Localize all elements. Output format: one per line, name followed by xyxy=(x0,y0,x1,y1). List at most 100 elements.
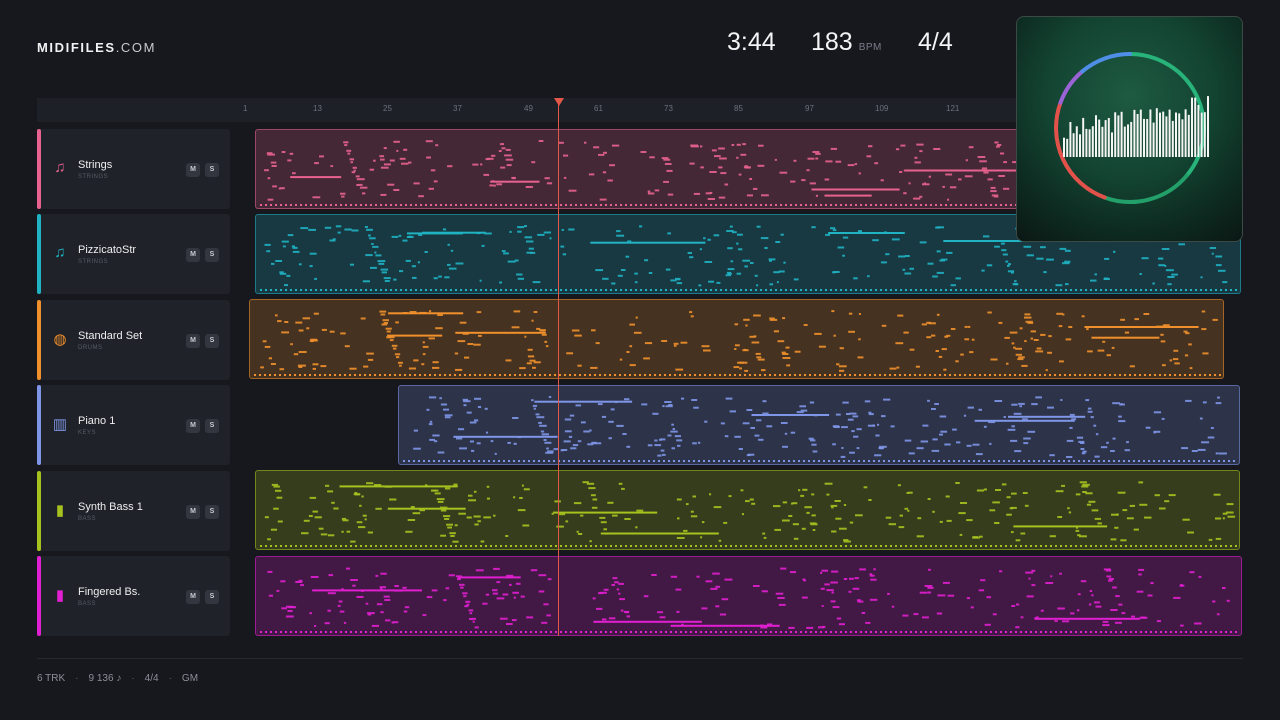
visualizer-bar xyxy=(1165,116,1168,157)
bass-icon: ▮ xyxy=(55,587,65,604)
drum-icon: ◍ xyxy=(53,330,67,348)
visualizer-bar xyxy=(1197,104,1200,157)
visualizer-bar xyxy=(1136,114,1139,157)
visualizer-bar xyxy=(1082,117,1085,157)
audio-visualizer xyxy=(1016,16,1243,242)
footer-note-count: 9 136 ♪ xyxy=(88,673,122,684)
violin-icon: ♫ xyxy=(54,159,66,176)
visualizer-bar xyxy=(1098,119,1101,157)
visualizer-bar xyxy=(1139,109,1142,157)
piano-keys-icon: ▥ xyxy=(52,416,68,434)
note-pattern xyxy=(260,140,1240,206)
mute-button[interactable]: M xyxy=(186,419,200,434)
track-name: Piano 1 xyxy=(78,415,116,428)
mute-button[interactable]: M xyxy=(186,248,200,263)
bass-icon: ▮ xyxy=(55,501,65,519)
ruler-tick: 25 xyxy=(383,104,392,113)
visualizer-graphic xyxy=(1054,51,1209,204)
track-name: Fingered Bs. xyxy=(78,586,141,598)
track-color-stripe xyxy=(37,129,41,209)
track-lane-4[interactable] xyxy=(398,385,1240,465)
mute-button[interactable]: M xyxy=(186,504,200,519)
track-header[interactable]: ▥ Piano 1 KEYS M S xyxy=(37,385,230,466)
signature-readout: 4/4 xyxy=(918,28,953,60)
visualizer-bar xyxy=(1091,126,1094,157)
playhead[interactable] xyxy=(558,104,559,636)
visualizer-bar xyxy=(1203,112,1206,157)
solo-button[interactable]: S xyxy=(205,248,219,263)
visualizer-bar xyxy=(1171,120,1174,157)
visualizer-bar xyxy=(1149,109,1152,157)
track-color-stripe xyxy=(37,385,41,466)
visualizer-bar xyxy=(1120,111,1123,157)
visualizer-bar xyxy=(1143,118,1145,157)
visualizer-bar xyxy=(1123,126,1126,157)
track-header[interactable]: ▮ Synth Bass 1 BASS M S xyxy=(37,470,230,551)
ruler-tick: 73 xyxy=(664,104,673,113)
track-header[interactable]: ♫ PizzicatoStr STRINGS M S xyxy=(37,214,230,295)
visualizer-ring-arc xyxy=(1054,100,1107,200)
visualizer-bar xyxy=(1162,111,1165,157)
track-color-stripe xyxy=(37,556,41,636)
status-footer: 6 TRK · 9 136 ♪ · 4/4 · GM xyxy=(37,673,199,684)
visualizer-bar xyxy=(1184,109,1187,157)
visualizer-ring-arc xyxy=(1102,173,1189,204)
track-name: Synth Bass 1 xyxy=(78,500,143,513)
ruler-tick: 49 xyxy=(524,104,533,113)
track-name: PizzicatoStr xyxy=(78,244,137,257)
playhead-handle[interactable] xyxy=(554,98,564,106)
visualizer-bar xyxy=(1079,134,1081,157)
solo-button[interactable]: S xyxy=(205,163,219,177)
ruler-tick: 85 xyxy=(734,104,743,113)
ruler-tick: 121 xyxy=(946,104,960,113)
visualizer-bar xyxy=(1095,115,1097,157)
track-lane-5[interactable] xyxy=(255,470,1240,550)
visualizer-bar xyxy=(1191,97,1193,157)
mute-button[interactable]: M xyxy=(186,590,200,604)
visualizer-bar xyxy=(1181,119,1184,157)
ruler-tick: 61 xyxy=(594,104,603,113)
visualizer-bar xyxy=(1194,97,1197,157)
visualizer-bar xyxy=(1200,112,1203,157)
solo-button[interactable]: S xyxy=(205,419,219,434)
ruler-tick: 109 xyxy=(875,104,889,113)
visualizer-bar xyxy=(1207,96,1209,157)
visualizer-bar xyxy=(1085,128,1088,157)
signature-value: 4/4 xyxy=(918,28,953,56)
visualizer-bar xyxy=(1066,138,1069,157)
ruler-tick: 1 xyxy=(243,104,248,113)
visualizer-bar xyxy=(1187,114,1190,157)
visualizer-bar xyxy=(1111,132,1113,157)
visualizer-bar xyxy=(1127,124,1129,157)
visualizer-ring-arc xyxy=(1058,69,1085,105)
visualizer-bar xyxy=(1107,118,1110,157)
track-header[interactable]: ▮ Fingered Bs. BASS M S xyxy=(37,556,230,636)
ruler-tick: 97 xyxy=(805,104,814,113)
footer-signature: 4/4 xyxy=(144,673,159,684)
track-header[interactable]: ♫ Strings STRINGS M S xyxy=(37,129,230,209)
track-category: KEYS xyxy=(78,430,97,437)
mute-button[interactable]: M xyxy=(186,333,200,348)
solo-button[interactable]: S xyxy=(205,333,219,348)
visualizer-bar xyxy=(1104,120,1107,157)
track-name: Strings xyxy=(78,159,113,171)
time-value: 3:44 xyxy=(727,28,776,56)
track-category: STRINGS xyxy=(78,259,109,266)
visualizer-bar xyxy=(1069,122,1072,157)
track-category: DRUMS xyxy=(78,344,103,351)
visualizer-bar xyxy=(1168,109,1171,157)
ruler-tick: 37 xyxy=(453,104,462,113)
track-lane-6[interactable] xyxy=(255,556,1242,636)
visualizer-bar xyxy=(1063,137,1065,157)
solo-button[interactable]: S xyxy=(205,504,219,519)
mute-button[interactable]: M xyxy=(186,163,200,177)
note-pattern xyxy=(254,310,1221,376)
tempo-unit: BPM xyxy=(858,42,882,53)
track-color-stripe xyxy=(37,470,41,551)
footer-divider xyxy=(37,658,1243,659)
track-lane-3[interactable] xyxy=(249,299,1224,379)
track-category: STRINGS xyxy=(78,174,109,180)
visualizer-bar xyxy=(1159,112,1161,157)
solo-button[interactable]: S xyxy=(205,590,219,604)
track-header[interactable]: ◍ Standard Set DRUMS M S xyxy=(37,299,230,380)
